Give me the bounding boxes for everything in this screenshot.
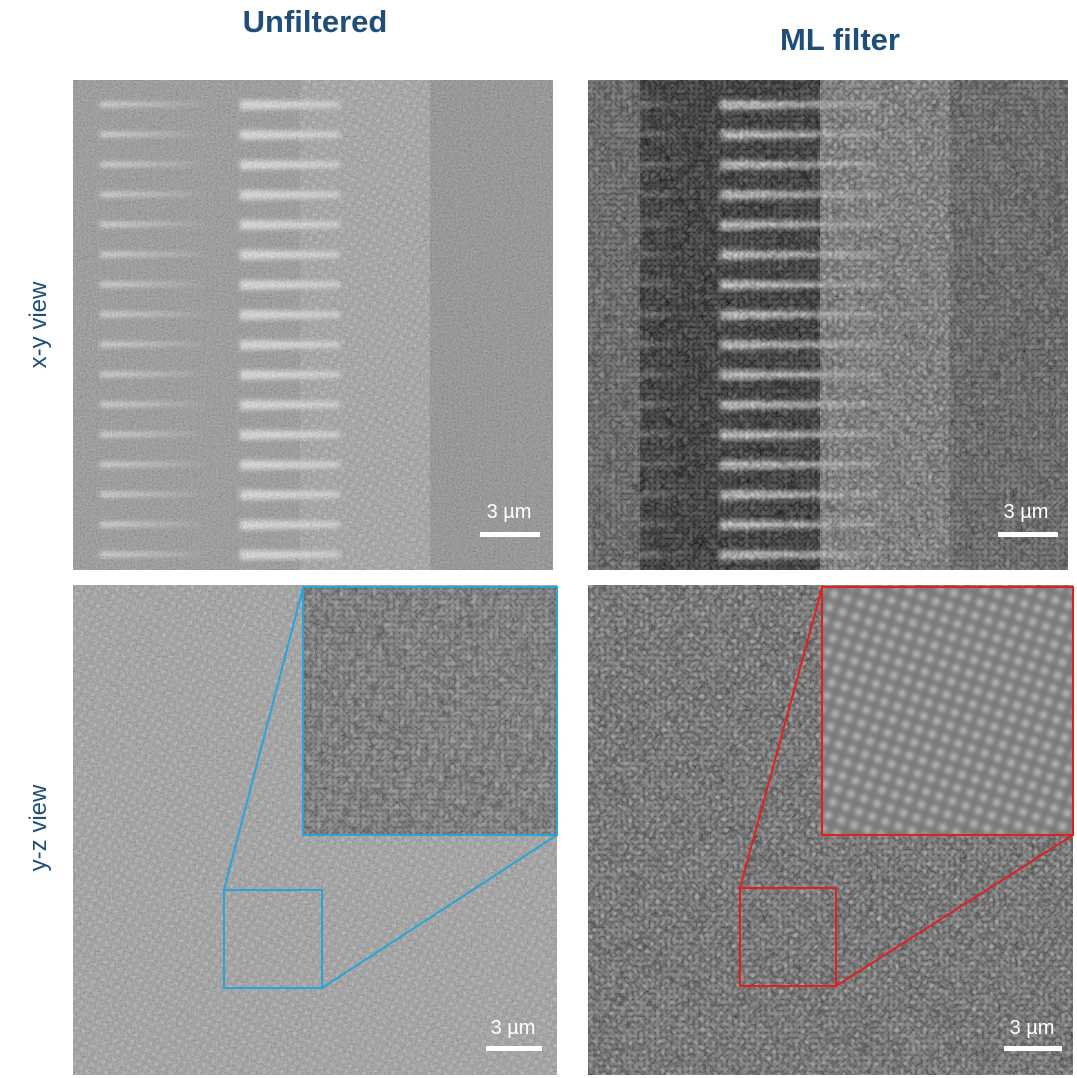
row-label: x-y view — [25, 281, 52, 368]
column-title: ML filter — [780, 22, 900, 57]
micrograph — [588, 80, 1068, 570]
micrograph — [73, 585, 557, 1075]
scale-bar — [480, 532, 540, 537]
scale-bar — [998, 532, 1058, 537]
micrograph — [73, 80, 553, 570]
scale-label: 3 µm — [1010, 1017, 1055, 1039]
scale-label: 3 µm — [1004, 501, 1049, 523]
noise — [73, 80, 553, 570]
column-title: Unfiltered — [243, 4, 388, 39]
scale-label: 3 µm — [491, 1017, 536, 1039]
figure: Unfiltered ML filter x-y view y-z view 3… — [0, 0, 1077, 1078]
inset-noise — [303, 587, 557, 835]
scale-label: 3 µm — [487, 501, 532, 523]
row-label: y-z view — [25, 784, 52, 871]
scale-bar — [486, 1046, 542, 1051]
scale-bar — [1004, 1046, 1062, 1051]
micrograph — [588, 585, 1073, 1075]
noise — [588, 80, 1068, 570]
inset-lattice — [822, 587, 1073, 835]
